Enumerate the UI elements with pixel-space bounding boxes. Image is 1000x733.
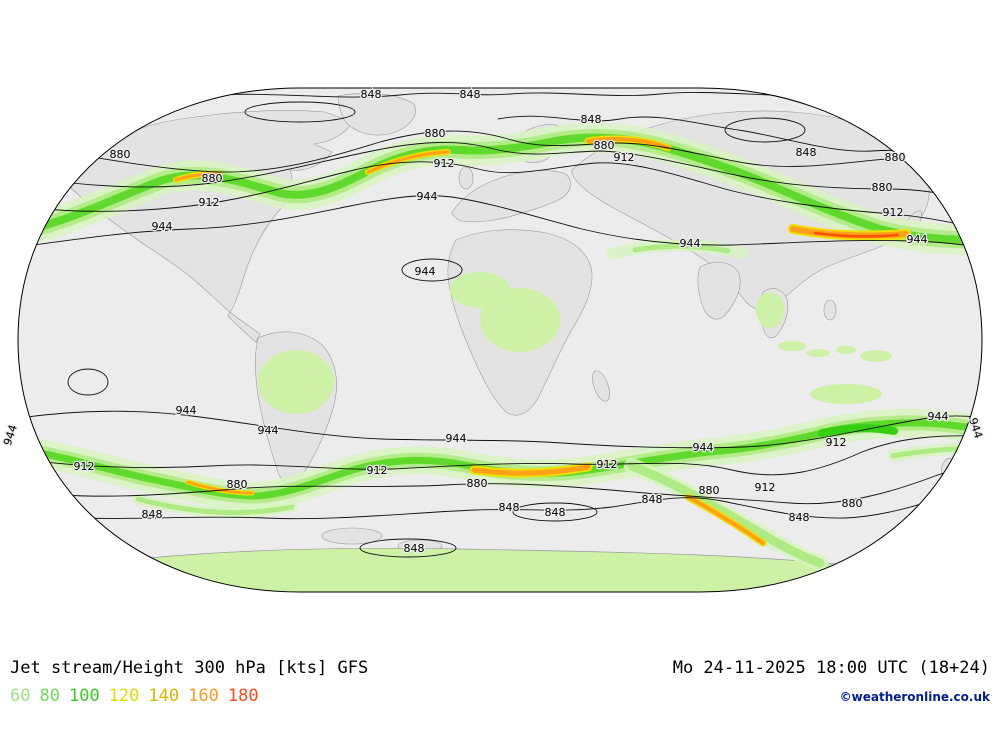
contour-label: 848: [545, 506, 566, 519]
contour-label: 880: [885, 151, 906, 164]
legend: 60 80 100 120 140 160 180: [10, 686, 268, 706]
map-title: Jet stream/Height 300 hPa [kts] GFS: [10, 658, 369, 678]
contour-label: 880: [227, 478, 248, 491]
contour-label: 944: [928, 410, 949, 423]
legend-value-80: 80: [39, 686, 60, 706]
indonesia-1: [778, 341, 806, 351]
map-datetime: Mo 24-11-2025 18:00 UTC (18+24): [672, 658, 990, 678]
contour-label: 880: [842, 497, 863, 510]
contour-label: 912: [597, 458, 618, 471]
contour-label: 912: [755, 481, 776, 494]
congo-green: [480, 288, 560, 352]
legend-value-100: 100: [68, 686, 100, 706]
indochina-green: [756, 292, 784, 328]
contour-label: 848: [460, 88, 481, 101]
contour-label: 912: [434, 157, 455, 170]
new-zealand-south: [950, 475, 960, 491]
map-border: [17, 87, 983, 593]
contour-label: 944: [693, 441, 714, 454]
contour-label: 880: [425, 127, 446, 140]
britain: [458, 166, 474, 190]
contour-label: 944: [415, 265, 436, 278]
contour-label: 912: [614, 151, 635, 164]
madagascar: [592, 370, 610, 402]
contour-label: 880: [202, 172, 223, 185]
contour-label: 848: [796, 146, 817, 159]
contour-label: 912: [74, 460, 95, 473]
vegetation: [18, 272, 982, 592]
indonesia-2: [806, 349, 830, 357]
footer: Jet stream/Height 300 hPa [kts] GFS Mo 2…: [0, 650, 1000, 706]
contour-label: 880: [110, 148, 131, 161]
contour-label: 848: [789, 511, 810, 524]
new-guinea: [860, 350, 892, 362]
contour-label: 944: [1, 423, 20, 447]
map-area: 848 848 848 848 880 880 880 880 880 880 912 912 912 9…: [0, 87, 986, 593]
contour-label: 880: [872, 181, 893, 194]
jet-stream-shading: [18, 122, 982, 571]
contour-label: 944: [680, 237, 701, 250]
contour-label: 944: [176, 404, 197, 417]
central-america: [227, 311, 261, 343]
contour-lines: [18, 92, 982, 558]
contour-label: 944: [446, 432, 467, 445]
contour-label: 944: [258, 424, 279, 437]
copyright-link[interactable]: ©weatheronline.co.uk: [839, 690, 990, 704]
contour-label: 880: [699, 484, 720, 497]
legend-value-180: 180: [227, 686, 259, 706]
contour-label: 848: [499, 501, 520, 514]
legend-value-160: 160: [188, 686, 219, 706]
continent-europe: [451, 170, 571, 223]
india: [697, 261, 741, 320]
contour-label: 912: [826, 436, 847, 449]
contour-label: 944: [966, 416, 985, 440]
amazon-green: [258, 350, 334, 414]
contour-label: 848: [581, 113, 602, 126]
contour-label: 848: [361, 88, 382, 101]
contour-label: 944: [152, 220, 173, 233]
legend-value-120: 120: [108, 686, 140, 706]
contour-label: 944: [417, 190, 438, 203]
west-africa-green: [450, 272, 510, 308]
contour-label: 880: [467, 477, 488, 490]
contour-label: 912: [199, 196, 220, 209]
north-australia-green: [810, 384, 882, 404]
antarctic-peninsula: [321, 527, 383, 545]
contour-label: 912: [367, 464, 388, 477]
contour-label: 848: [642, 493, 663, 506]
philippines: [823, 299, 837, 321]
legend-value-140: 140: [148, 686, 180, 706]
legend-value-60: 60: [10, 686, 31, 706]
contour-label: 880: [594, 139, 615, 152]
contour-label: 944: [907, 233, 928, 246]
contour-label: 848: [142, 508, 163, 521]
contour-label: 912: [883, 206, 904, 219]
indonesia-3: [836, 346, 856, 354]
contour-label: 848: [404, 542, 425, 555]
